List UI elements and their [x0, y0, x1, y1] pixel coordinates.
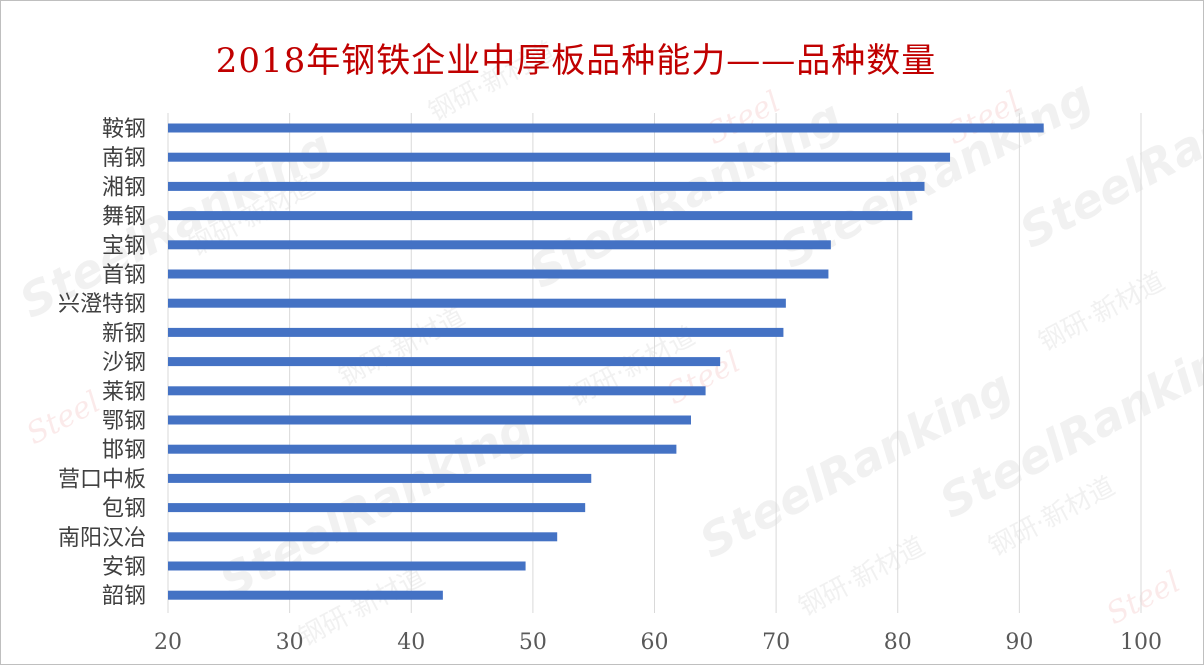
- category-label: 邯钢: [102, 438, 146, 463]
- bar-6: [168, 269, 829, 279]
- category-label: 安钢: [102, 555, 146, 580]
- bar-7: [168, 298, 786, 308]
- category-label: 韶钢: [102, 584, 146, 609]
- x-tick-label: 80: [884, 630, 912, 655]
- bar-17: [168, 590, 443, 600]
- bar-11: [168, 415, 691, 425]
- category-label: 莱钢: [102, 380, 146, 405]
- category-label: 沙钢: [102, 351, 146, 376]
- x-tick-label: 20: [154, 630, 182, 655]
- x-tick-label: 30: [276, 630, 304, 655]
- x-tick-label: 70: [762, 630, 790, 655]
- bar-3: [168, 181, 925, 191]
- bar-5: [168, 240, 831, 250]
- category-label: 宝钢: [102, 234, 146, 259]
- bar-16: [168, 561, 526, 571]
- category-label: 舞钢: [102, 205, 146, 230]
- bar-2: [168, 152, 951, 162]
- category-label: 营口中板: [58, 467, 146, 492]
- x-tick-labels: 20 30 40 50 60 70 80 90 100: [154, 630, 1162, 655]
- bars: [168, 123, 1044, 600]
- category-label: 鞍钢: [102, 117, 146, 142]
- x-tick-label: 60: [641, 630, 669, 655]
- category-label: 首钢: [102, 263, 146, 288]
- x-tick-label: 50: [519, 630, 547, 655]
- bar-8: [168, 327, 784, 337]
- bar-15: [168, 532, 558, 542]
- category-label: 兴澄特钢: [58, 292, 146, 317]
- category-label: 包钢: [102, 497, 146, 522]
- bar-10: [168, 386, 706, 396]
- x-tick-label: 100: [1120, 630, 1162, 655]
- chart-title: 2018年钢铁企业中厚板品种能力——品种数量: [215, 41, 937, 81]
- category-label: 湘钢: [102, 175, 146, 200]
- x-tick-label: 90: [1005, 630, 1033, 655]
- bar-13: [168, 473, 592, 483]
- bar-12: [168, 444, 677, 454]
- category-label: 鄂钢: [102, 409, 146, 434]
- bar-9: [168, 357, 721, 367]
- x-tick-label: 40: [397, 630, 425, 655]
- category-label: 新钢: [102, 321, 146, 346]
- bar-14: [168, 503, 586, 513]
- bar-4: [168, 211, 913, 221]
- category-label: 南阳汉冶: [58, 526, 146, 551]
- bar-1: [168, 123, 1044, 133]
- category-label: 南钢: [102, 146, 146, 171]
